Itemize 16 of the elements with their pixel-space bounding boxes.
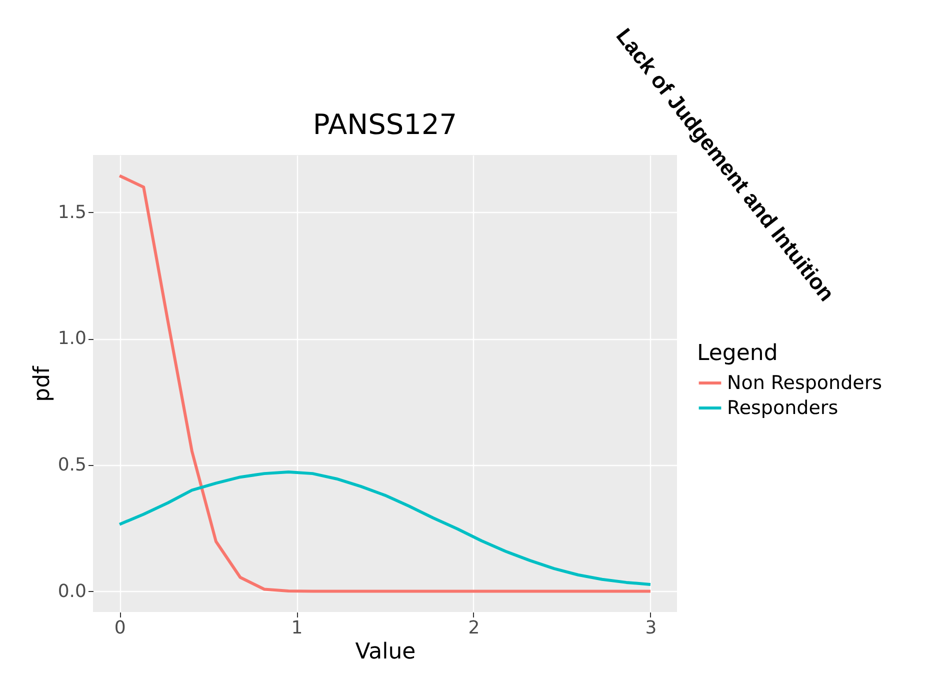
- line-series: [118, 470, 652, 586]
- legend-label: Responders: [727, 397, 838, 419]
- x-axis-title: Value: [355, 640, 416, 664]
- y-tick-label: 1.5: [58, 202, 86, 223]
- x-tick-label: 2: [468, 618, 480, 638]
- x-tick-label: 3: [645, 618, 657, 638]
- x-tick-label: 0: [114, 618, 126, 638]
- y-axis-title: pdf: [30, 364, 55, 402]
- y-tick-label: 0.0: [58, 580, 86, 602]
- chart-title: PANSS127: [312, 108, 458, 141]
- y-tick-label: 1.0: [58, 328, 86, 350]
- x-tick-label: 1: [291, 618, 303, 638]
- line-series: [118, 174, 652, 593]
- legend-label: Non Responders: [727, 372, 882, 394]
- legend-title: Legend: [697, 341, 778, 366]
- y-tick-label: 0.5: [58, 454, 86, 476]
